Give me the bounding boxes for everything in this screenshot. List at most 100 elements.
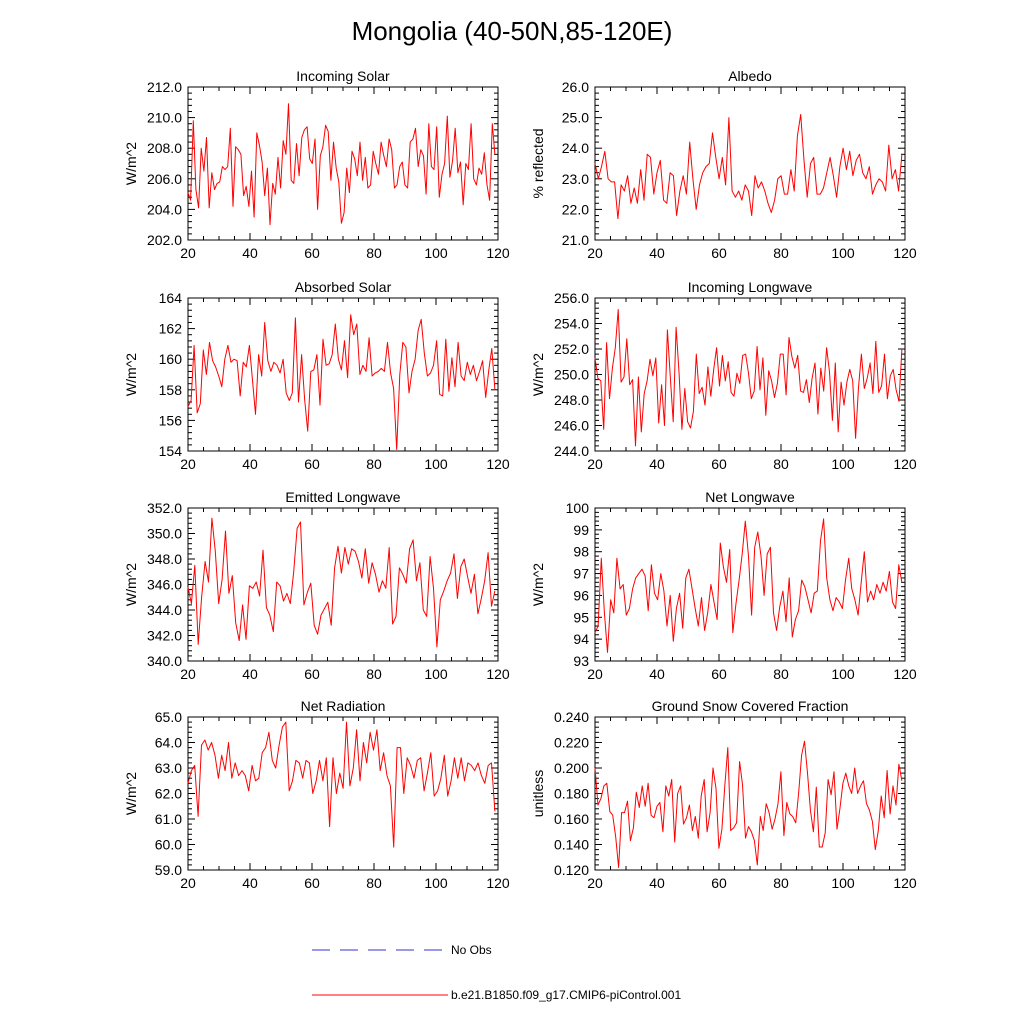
y-axis-label: W/m^2 <box>123 772 139 815</box>
y-tick-label: 0.240 <box>554 709 589 725</box>
x-tick-label: 60 <box>304 875 320 891</box>
series-line <box>594 114 903 220</box>
y-tick-label: 64.0 <box>155 735 182 751</box>
x-tick-label: 20 <box>587 245 603 261</box>
y-tick-label: 98 <box>573 544 589 560</box>
x-tick-label: 100 <box>424 456 448 472</box>
chart-panel: Incoming Solar W/m^2 20 40 60 80 100 120 202.0 20… <box>123 68 510 261</box>
y-tick-label: 344.0 <box>147 602 182 618</box>
x-tick-label: 120 <box>893 875 917 891</box>
x-tick-label: 60 <box>304 666 320 682</box>
x-tick-label: 40 <box>242 666 258 682</box>
x-tick-label: 20 <box>180 245 196 261</box>
x-tick-label: 40 <box>242 456 258 472</box>
legend: No Obs b.e21.B1850.f09_g17.CMIP6-piContr… <box>312 943 681 1002</box>
y-tick-label: 206.0 <box>147 171 182 187</box>
y-axis-label: W/m^2 <box>123 353 139 396</box>
y-tick-label: 0.200 <box>554 760 589 776</box>
panel-title: Absorbed Solar <box>295 279 392 295</box>
y-tick-label: 93 <box>573 653 589 669</box>
y-tick-label: 59.0 <box>155 862 182 878</box>
plot-frame <box>187 716 499 871</box>
series-line <box>594 309 903 447</box>
x-tick-label: 60 <box>304 245 320 261</box>
y-tick-label: 62.0 <box>155 786 182 802</box>
series-line <box>187 103 496 226</box>
panel-title: Albedo <box>728 68 772 84</box>
chart-panel: Net Longwave W/m^2 20 40 60 80 100 120 93 94 95 96 9… <box>530 489 917 682</box>
x-tick-label: 20 <box>180 666 196 682</box>
x-tick-label: 120 <box>893 666 917 682</box>
x-tick-label: 120 <box>486 666 510 682</box>
y-tick-label: 210.0 <box>147 110 182 126</box>
series-line <box>187 517 496 648</box>
y-tick-label: 0.160 <box>554 811 589 827</box>
series-line <box>187 314 496 450</box>
y-tick-label: 158 <box>159 382 183 398</box>
y-tick-label: 352.0 <box>147 500 182 516</box>
y-tick-label: 244.0 <box>554 443 589 459</box>
panel-title: Net Radiation <box>301 698 386 714</box>
y-tick-label: 24.0 <box>562 140 589 156</box>
x-tick-label: 80 <box>773 456 789 472</box>
y-axis-label: unitless <box>530 770 546 817</box>
plot-frame <box>187 507 499 662</box>
x-tick-label: 60 <box>711 245 727 261</box>
y-tick-label: 156 <box>159 412 183 428</box>
y-tick-label: 22.0 <box>562 201 589 217</box>
x-tick-label: 40 <box>242 245 258 261</box>
x-tick-label: 80 <box>366 245 382 261</box>
x-tick-label: 60 <box>304 456 320 472</box>
x-tick-label: 100 <box>831 875 855 891</box>
y-tick-label: 97 <box>573 566 589 582</box>
y-tick-label: 346.0 <box>147 577 182 593</box>
y-tick-label: 154 <box>159 443 183 459</box>
x-tick-label: 40 <box>242 875 258 891</box>
x-tick-label: 80 <box>773 666 789 682</box>
plot-frame <box>594 86 906 241</box>
y-tick-label: 342.0 <box>147 628 182 644</box>
y-tick-label: 61.0 <box>155 811 182 827</box>
y-tick-label: 254.0 <box>554 316 589 332</box>
y-tick-label: 162 <box>159 321 183 337</box>
y-tick-label: 250.0 <box>554 367 589 383</box>
x-tick-label: 20 <box>180 875 196 891</box>
y-tick-label: 26.0 <box>562 79 589 95</box>
y-tick-label: 95 <box>573 609 589 625</box>
x-tick-label: 120 <box>486 245 510 261</box>
x-tick-label: 40 <box>649 875 665 891</box>
chart-panel: Albedo % reflected 20 40 60 80 100 120 21.0 22.0 2… <box>530 68 917 261</box>
x-tick-label: 40 <box>649 456 665 472</box>
legend-model-label: b.e21.B1850.f09_g17.CMIP6-piControl.001 <box>451 988 681 1002</box>
chart-panel: Incoming Longwave W/m^2 20 40 60 80 100 120 244.… <box>530 279 917 472</box>
figure-title: Mongolia (40-50N,85-120E) <box>352 16 673 46</box>
y-tick-label: 340.0 <box>147 653 182 669</box>
x-tick-label: 80 <box>366 875 382 891</box>
y-tick-label: 160 <box>159 351 183 367</box>
series-line <box>594 740 903 868</box>
y-tick-label: 208.0 <box>147 140 182 156</box>
x-tick-label: 20 <box>587 456 603 472</box>
y-tick-label: 164 <box>159 290 183 306</box>
y-tick-label: 23.0 <box>562 171 589 187</box>
y-tick-label: 25.0 <box>562 110 589 126</box>
x-tick-label: 80 <box>773 875 789 891</box>
y-tick-label: 0.180 <box>554 786 589 802</box>
y-tick-label: 204.0 <box>147 201 182 217</box>
panel-title: Net Longwave <box>705 489 795 505</box>
y-tick-label: 63.0 <box>155 760 182 776</box>
y-tick-label: 202.0 <box>147 232 182 248</box>
y-tick-label: 100 <box>566 500 590 516</box>
x-tick-label: 120 <box>893 456 917 472</box>
y-tick-label: 256.0 <box>554 290 589 306</box>
x-tick-label: 100 <box>424 666 448 682</box>
x-tick-label: 100 <box>424 245 448 261</box>
panel-title: Incoming Solar <box>296 68 390 84</box>
x-tick-label: 100 <box>831 456 855 472</box>
y-tick-label: 65.0 <box>155 709 182 725</box>
plot-frame <box>187 297 499 452</box>
x-tick-label: 120 <box>486 875 510 891</box>
y-tick-label: 350.0 <box>147 526 182 542</box>
x-tick-label: 20 <box>587 666 603 682</box>
x-tick-label: 40 <box>649 245 665 261</box>
